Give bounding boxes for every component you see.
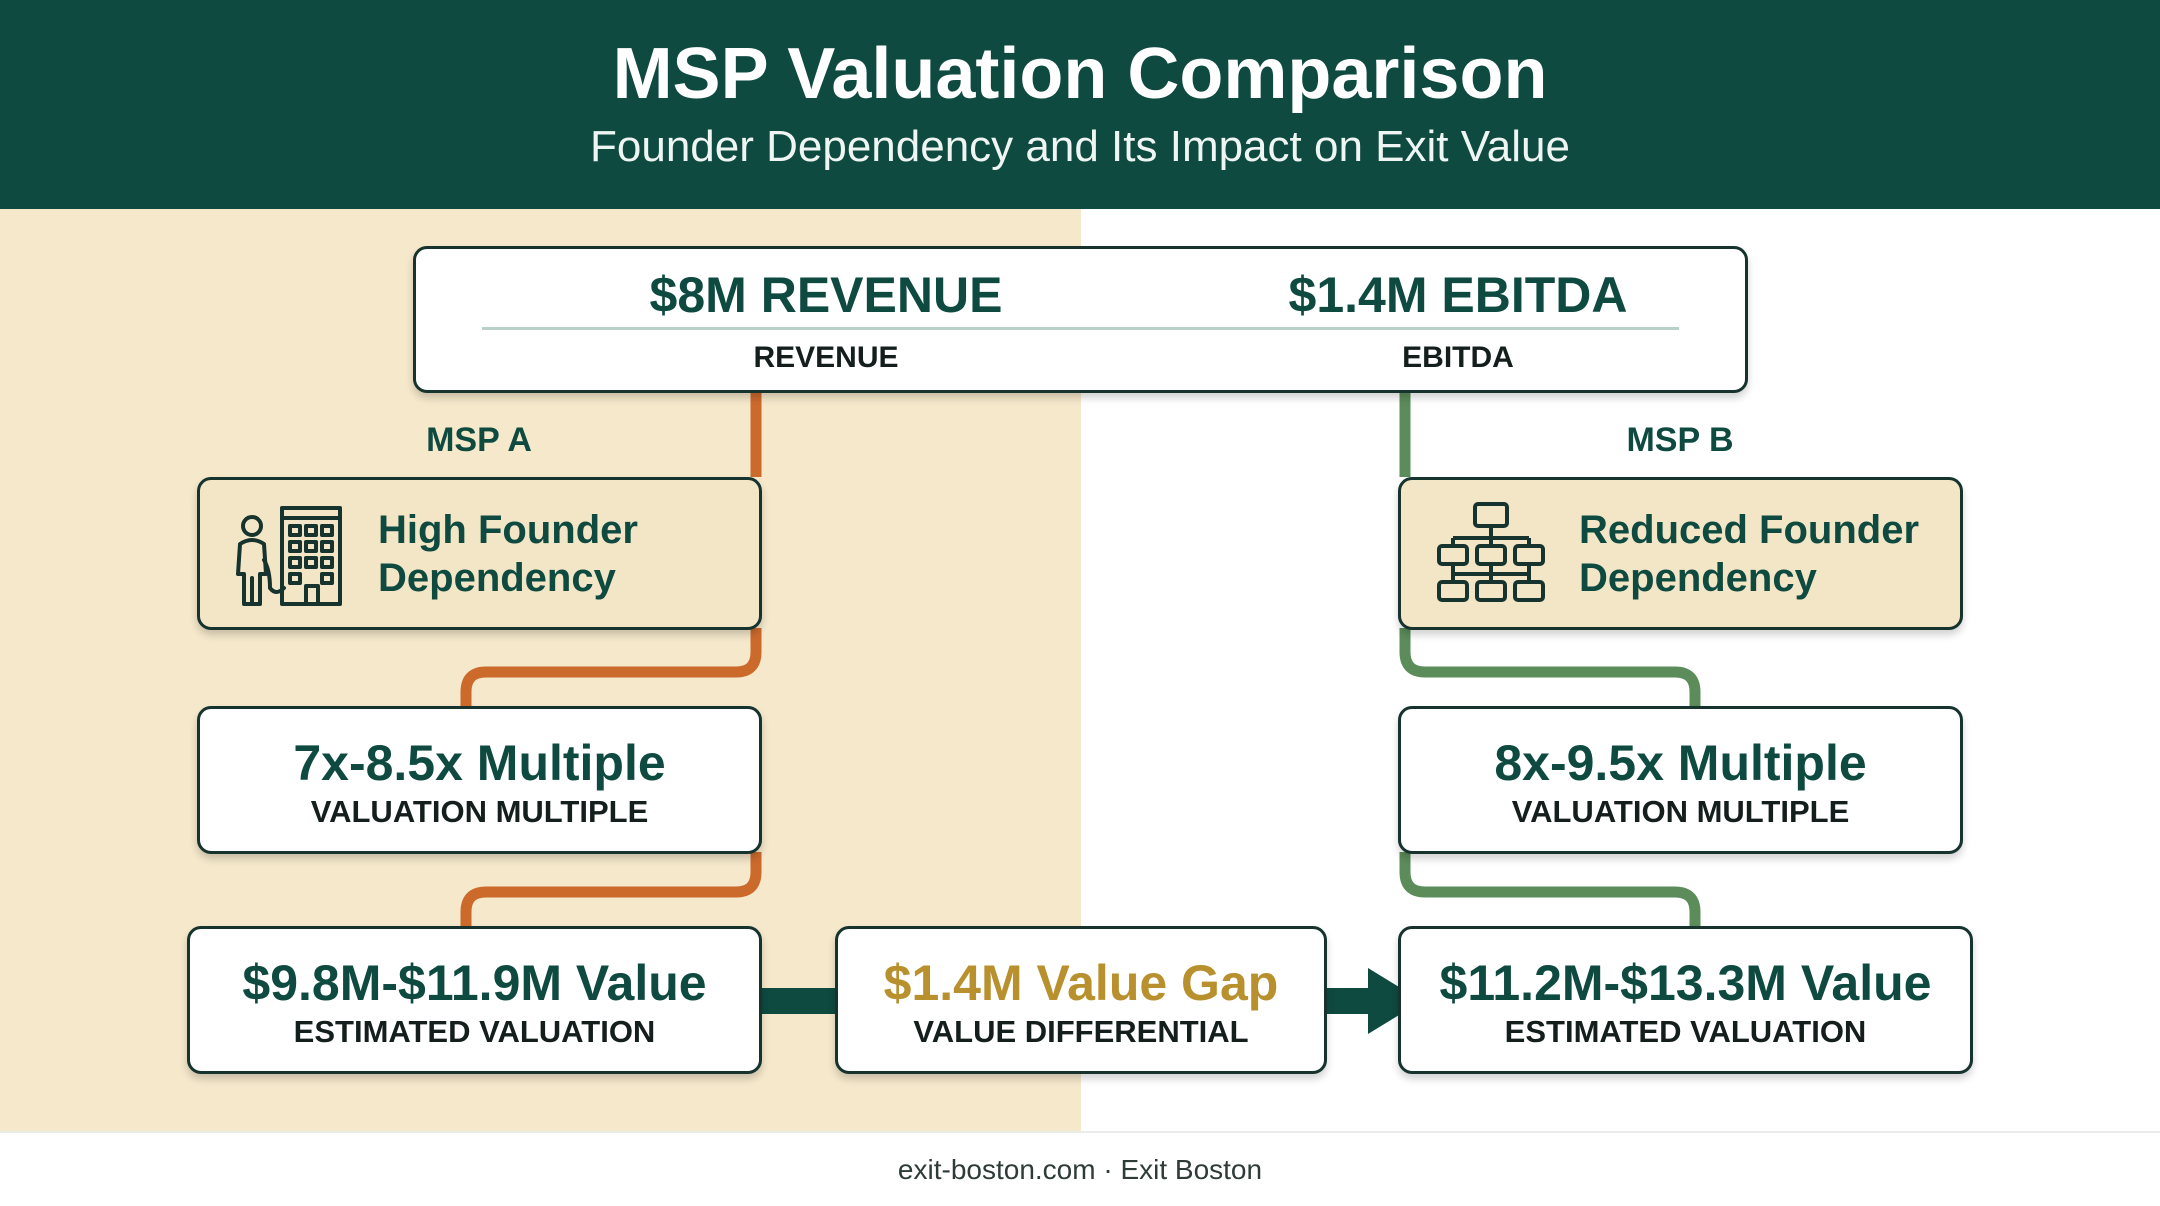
msp-b-dependency-box: Reduced Founder Dependency xyxy=(1398,477,1963,630)
msp-b-multiple-box: 8x-9.5x Multiple VALUATION MULTIPLE xyxy=(1398,706,1963,854)
value-gap-box: $1.4M Value Gap VALUE DIFFERENTIAL xyxy=(835,926,1327,1074)
ebitda-value: $1.4M EBITDA xyxy=(1288,267,1628,323)
org-chart-icon xyxy=(1437,502,1545,602)
footer-divider xyxy=(0,1131,2160,1133)
msp-a-multiple-label: VALUATION MULTIPLE xyxy=(310,794,649,829)
msp-b-multiple-label: VALUATION MULTIPLE xyxy=(1511,794,1850,829)
msp-a-valuation-label: ESTIMATED VALUATION xyxy=(293,1014,656,1049)
msp-b-valuation-label: ESTIMATED VALUATION xyxy=(1504,1014,1867,1049)
revenue-label: REVENUE xyxy=(753,341,899,374)
summary-divider xyxy=(482,327,1679,330)
page-subtitle: Founder Dependency and Its Impact on Exi… xyxy=(590,122,1570,171)
founder-building-icon xyxy=(236,506,342,606)
msp-a-dependency-box: High Founder Dependency xyxy=(197,477,762,630)
msp-b-valuation: $11.2M-$13.3M Value xyxy=(1439,955,1932,1011)
value-gap: $1.4M Value Gap xyxy=(883,955,1279,1011)
msp-a-multiple: 7x-8.5x Multiple xyxy=(293,735,666,791)
msp-b-label: MSP B xyxy=(1626,421,1734,459)
msp-a-connector-mid xyxy=(460,628,762,708)
msp-a-dependency-line2: Dependency xyxy=(378,556,616,600)
msp-a-dependency-line1: High Founder xyxy=(378,508,638,552)
msp-a-label: MSP A xyxy=(426,421,532,459)
value-gap-label: VALUE DIFFERENTIAL xyxy=(913,1014,1249,1049)
ebitda-label: EBITDA xyxy=(1402,341,1514,374)
gap-arrow-head xyxy=(1368,968,1422,1034)
revenue-value: $8M REVENUE xyxy=(649,267,1003,323)
msp-b-dependency-line1: Reduced Founder xyxy=(1579,508,1920,552)
msp-b-connector-mid xyxy=(1399,628,1701,708)
page-title: MSP Valuation Comparison xyxy=(612,34,1548,114)
msp-b-valuation-box: $11.2M-$13.3M Value ESTIMATED VALUATION xyxy=(1398,926,1973,1074)
gap-connector-right xyxy=(1324,988,1370,1014)
gap-connector-left xyxy=(760,988,838,1014)
msp-a-connector-bottom xyxy=(460,852,762,928)
summary-box: $8M REVENUE $1.4M EBITDA REVENUE EBITDA xyxy=(413,246,1748,393)
header-banner: MSP Valuation Comparison Founder Depende… xyxy=(0,0,2160,209)
footer-credit: exit-boston.com · Exit Boston xyxy=(897,1154,1263,1185)
msp-b-multiple: 8x-9.5x Multiple xyxy=(1494,735,1867,791)
msp-a-valuation: $9.8M-$11.9M Value xyxy=(242,955,707,1011)
msp-a-valuation-box: $9.8M-$11.9M Value ESTIMATED VALUATION xyxy=(187,926,762,1074)
msp-b-connector-bottom xyxy=(1399,852,1701,928)
msp-a-multiple-box: 7x-8.5x Multiple VALUATION MULTIPLE xyxy=(197,706,762,854)
msp-b-dependency-line2: Dependency xyxy=(1579,556,1817,600)
